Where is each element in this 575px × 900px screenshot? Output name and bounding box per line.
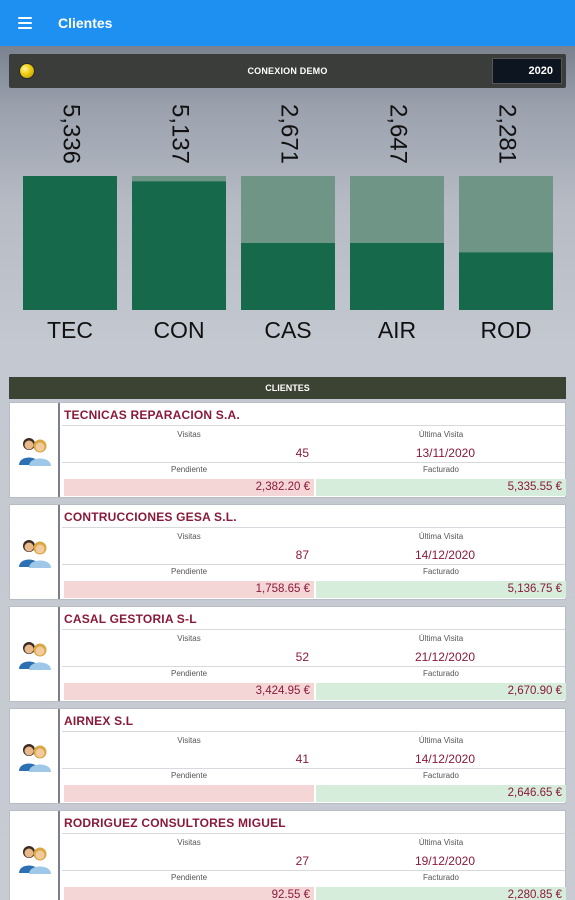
visits-label: Visitas: [177, 838, 201, 847]
visits-label: Visitas: [177, 430, 201, 439]
invoiced-label: Facturado: [422, 873, 460, 882]
client-card[interactable]: AIRNEX S.L Visitas Última Visita 41 14/12/20…: [9, 708, 566, 804]
visits-count: 45: [295, 446, 309, 460]
pending-label: Pendiente: [170, 465, 208, 474]
client-card[interactable]: CONTRUCCIONES GESA S.L. Visitas Última Vis…: [9, 504, 566, 600]
main-content: CONEXION DEMO 2020 5,336 TEC 5,137 CON 2,671…: [0, 46, 575, 900]
page-title: Clientes: [58, 15, 113, 31]
client-name: CASAL GESTORIA S-L: [64, 612, 197, 626]
invoiced-amount: 2,670.90 €: [316, 683, 566, 700]
connection-label: CONEXION DEMO: [247, 66, 328, 76]
invoiced-amount: 5,335.55 €: [316, 479, 566, 496]
visits-label: Visitas: [177, 736, 201, 745]
divider: [62, 731, 565, 732]
hamburger-menu-icon[interactable]: [18, 10, 44, 36]
last-visit-label: Última Visita: [418, 736, 464, 745]
pending-amount: 3,424.95 €: [64, 683, 314, 700]
connection-status-icon: [19, 63, 35, 79]
users-icon: [10, 607, 60, 701]
pending-amount: 2,382.20 €: [64, 479, 314, 496]
bar-category-label-tec: TEC: [47, 317, 93, 343]
chart-svg: 5,336 TEC 5,137 CON 2,671 CAS 2,647 AIR 2,281 ROD: [23, 104, 553, 343]
invoiced-amount: 2,280.85 €: [316, 887, 566, 900]
divider: [62, 768, 565, 769]
bar-value-label-cas: 2,671: [276, 104, 303, 164]
divider: [62, 666, 565, 667]
last-visit-label: Última Visita: [418, 838, 464, 847]
last-visit-label: Última Visita: [418, 430, 464, 439]
invoiced-label: Facturado: [422, 669, 460, 678]
client-list: TECNICAS REPARACION S.A. Visitas Última Vi…: [9, 402, 566, 900]
client-card[interactable]: TECNICAS REPARACION S.A. Visitas Última Vi…: [9, 402, 566, 498]
bar-value-label-air: 2,647: [385, 104, 412, 164]
client-name: RODRIGUEZ CONSULTORES MIGUEL: [64, 816, 286, 830]
last-visit-label: Última Visita: [418, 532, 464, 541]
clients-bar-chart: 5,336 TEC 5,137 CON 2,671 CAS 2,647 AIR 2,281 ROD: [0, 94, 575, 394]
divider: [62, 833, 565, 834]
bar-air[interactable]: [350, 243, 444, 310]
client-name: CONTRUCCIONES GESA S.L.: [64, 510, 237, 524]
visits-count: 87: [295, 548, 309, 562]
bar-rod[interactable]: [459, 252, 553, 310]
users-icon: [10, 811, 60, 900]
invoiced-label: Facturado: [422, 465, 460, 474]
bar-tec[interactable]: [23, 176, 117, 310]
last-visit-date: 19/12/2020: [414, 854, 475, 868]
invoiced-label: Facturado: [422, 567, 460, 576]
pending-label: Pendiente: [170, 771, 208, 780]
pending-label: Pendiente: [170, 873, 208, 882]
pending-amount: 1,758.65 €: [64, 581, 314, 598]
visits-label: Visitas: [177, 634, 201, 643]
bar-value-label-rod: 2,281: [494, 104, 521, 164]
section-header: CLIENTES: [9, 377, 566, 399]
last-visit-label: Última Visita: [418, 634, 464, 643]
pending-amount: 92.55 €: [64, 887, 314, 900]
last-visit-date: 21/12/2020: [414, 650, 475, 664]
users-icon: [10, 709, 60, 803]
visits-count: 52: [295, 650, 309, 664]
invoiced-label: Facturado: [422, 771, 460, 780]
divider: [62, 527, 565, 528]
users-icon: [10, 403, 60, 497]
visits-count: 41: [295, 752, 309, 766]
bar-category-label-air: AIR: [378, 317, 416, 343]
invoiced-amount: 2,646.65 €: [316, 785, 566, 802]
visits-label: Visitas: [177, 532, 201, 541]
divider: [62, 564, 565, 565]
client-card[interactable]: CASAL GESTORIA S-L Visitas Última Visita 52…: [9, 606, 566, 702]
connection-bar: CONEXION DEMO 2020: [9, 54, 566, 88]
divider: [62, 870, 565, 871]
client-name: TECNICAS REPARACION S.A.: [64, 408, 240, 422]
bar-category-label-cas: CAS: [264, 317, 311, 343]
invoiced-amount: 5,136.75 €: [316, 581, 566, 598]
year-selector[interactable]: 2020: [492, 58, 562, 84]
divider: [62, 425, 565, 426]
client-name: AIRNEX S.L: [64, 714, 134, 728]
users-icon: [10, 505, 60, 599]
pending-label: Pendiente: [170, 567, 208, 576]
bar-cas[interactable]: [241, 243, 335, 310]
bar-value-label-con: 5,137: [167, 104, 194, 164]
divider: [62, 462, 565, 463]
visits-count: 27: [295, 854, 309, 868]
divider: [62, 629, 565, 630]
bar-value-label-tec: 5,336: [58, 104, 85, 164]
client-card[interactable]: RODRIGUEZ CONSULTORES MIGUEL Visitas Últim…: [9, 810, 566, 900]
pending-amount: [64, 785, 314, 802]
last-visit-date: 14/12/2020: [414, 752, 475, 766]
pending-label: Pendiente: [170, 669, 208, 678]
bar-category-label-con: CON: [153, 317, 204, 343]
bar-con[interactable]: [132, 181, 226, 310]
app-bar: Clientes: [0, 0, 575, 46]
bar-category-label-rod: ROD: [480, 317, 531, 343]
last-visit-date: 14/12/2020: [414, 548, 475, 562]
last-visit-date: 13/11/2020: [415, 446, 475, 460]
